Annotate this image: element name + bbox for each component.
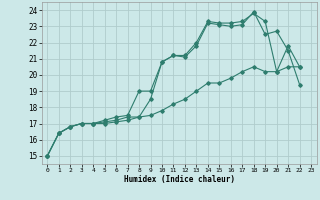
X-axis label: Humidex (Indice chaleur): Humidex (Indice chaleur)	[124, 175, 235, 184]
